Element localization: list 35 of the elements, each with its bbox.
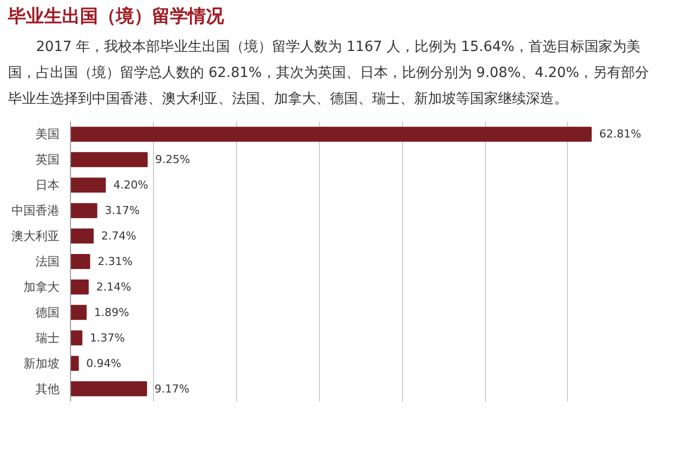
data-label: 9.25% — [155, 153, 190, 166]
data-label: 1.37% — [90, 331, 125, 344]
bar — [70, 228, 94, 244]
data-label: 2.74% — [101, 230, 136, 243]
bar — [70, 178, 106, 193]
data-label: 3.17% — [104, 204, 140, 218]
bar — [70, 356, 79, 371]
data-label: 2.31% — [98, 255, 133, 268]
y-tick-label: 加拿大 — [24, 280, 60, 294]
data-label: 1.89% — [94, 306, 130, 319]
bar — [70, 381, 148, 396]
y-tick-label: 新加坡 — [24, 356, 60, 370]
bar — [70, 304, 87, 320]
bar — [70, 279, 89, 294]
data-label: 9.17% — [154, 382, 190, 396]
y-tick-label: 美国 — [36, 127, 60, 142]
bar — [70, 254, 90, 269]
y-tick-label: 其他 — [36, 382, 60, 396]
y-tick-label: 德国 — [36, 305, 60, 320]
chart-title: 毕业生出国（境）留学情况 — [8, 5, 224, 29]
bar — [70, 203, 98, 218]
bar — [70, 330, 82, 346]
data-label: 0.94% — [86, 356, 122, 370]
y-tick-label: 瑞士 — [36, 330, 60, 345]
y-tick-label: 法国 — [36, 254, 60, 268]
bar — [70, 152, 148, 168]
y-tick-label: 澳大利亚 — [12, 229, 60, 244]
y-tick-label: 英国 — [36, 152, 60, 167]
bar — [70, 126, 592, 142]
data-label: 62.81% — [599, 128, 642, 141]
y-tick-label: 日本 — [36, 178, 60, 192]
data-label: 2.14% — [96, 280, 132, 294]
chart-subtitle: 2017 年，我校本部毕业生出国（境）留学人数为 1167 人，比例为 15.64%，首选目标国家为美国，占出国（境）留学总人数的 62.81%，其次为英国、日本，比例分别为 9.08%、4.20%，另有部分毕业生选择到中国香港、澳大利亚、法国、加拿大、德国、瑞士、新加坡等国家继续深造。 — [8, 38, 650, 109]
y-tick-label: 中国香港 — [12, 204, 60, 218]
data-label: 4.20% — [113, 178, 148, 192]
